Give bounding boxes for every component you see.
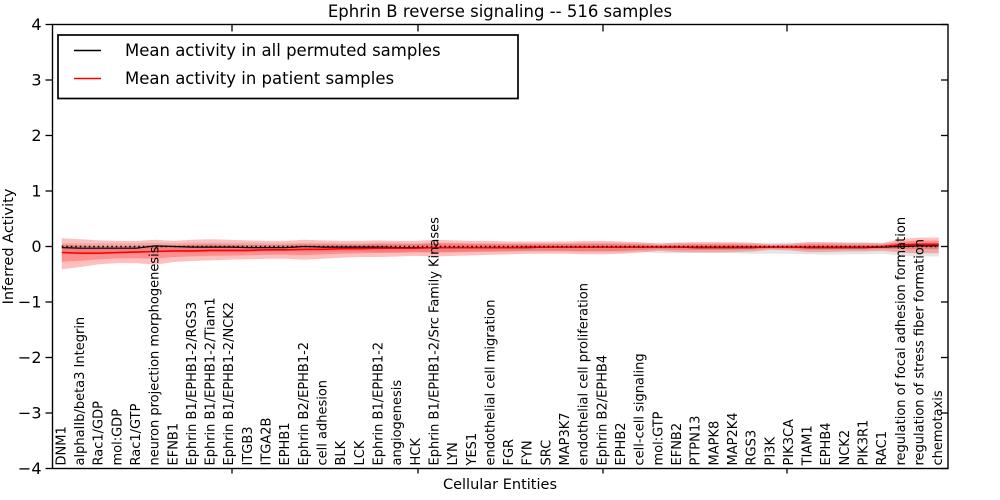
x-category-label: FYN: [521, 440, 536, 465]
x-category-label: NCK2: [838, 430, 853, 466]
plot-area: [61, 237, 939, 270]
x-category-label: HCK: [409, 438, 424, 466]
tick-layer: −4 −3 −2 −1 0 1 2 3 4 DNM1 alphaIIb/beta3 Integrin…: [18, 15, 948, 478]
chart-title: Ephrin B reverse signaling -- 516 sample…: [328, 2, 672, 21]
x-category-label: MAP2K4: [726, 412, 741, 465]
x-category-label: MAPK8: [707, 421, 722, 466]
x-category-label: ITGB3: [241, 426, 256, 465]
x-category-label: cell adhesion: [316, 380, 331, 466]
x-category-label: mol:GTP: [651, 411, 666, 465]
x-category-label: EFNB1: [166, 423, 181, 466]
legend-box: [57, 34, 519, 100]
x-category-label: Ephrin B1/EPHB1-2/Tiam1: [204, 297, 219, 465]
x-category-label: LYN: [446, 442, 461, 465]
x-category-label: PIK3R1: [857, 420, 872, 466]
y-tick-label: 3: [31, 71, 41, 90]
y-tick-label: −2: [18, 348, 42, 367]
x-category-label: EPHB2: [614, 422, 629, 465]
x-category-label: mol:GDP: [110, 409, 125, 466]
y-tick-label: 0: [31, 237, 41, 256]
x-category-label: endothelial cell proliferation: [577, 283, 592, 466]
x-category-label: ITGA2B: [260, 418, 275, 466]
x-category-label: Ephrin B1/EPHB1-2/Src Family Kinases: [428, 217, 443, 466]
x-category-label: DNM1: [54, 426, 69, 465]
x-category-label: cell-cell signaling: [633, 353, 648, 465]
x-category-label: PTPN13: [689, 416, 704, 466]
y-tick-label: 2: [31, 126, 41, 145]
x-category-label: endothelial cell migration: [483, 300, 498, 466]
x-category-label: RAC1: [875, 431, 890, 466]
x-axis-label: Cellular Entities: [443, 477, 557, 493]
x-category-label: Ephrin B2/EPHB4: [595, 355, 610, 466]
y-tick-label: 1: [31, 182, 41, 201]
x-category-label: BLK: [334, 440, 349, 465]
x-category-label: FGR: [502, 439, 517, 466]
x-category-label: Rac1/GDP: [92, 401, 107, 466]
x-category-label: PIK3CA: [782, 419, 797, 466]
x-category-label: LCK: [353, 440, 368, 465]
x-category-label: MAP3K7: [558, 412, 573, 465]
x-category-label: Ephrin B1/EPHB1-2/RGS3: [185, 302, 200, 466]
y-tick-label: −3: [18, 404, 42, 423]
x-category-label: TIAM1: [801, 425, 816, 466]
x-category-label: Ephrin B2/EPHB1-2: [297, 342, 312, 466]
x-category-label: regulation of focal adhesion formation: [894, 217, 909, 466]
x-category-label: Ephrin B1/EPHB1-2/NCK2: [222, 302, 237, 466]
x-category-label: regulation of stress fiber formation: [913, 239, 928, 466]
x-category-label: alphaIIb/beta3 Integrin: [73, 317, 88, 466]
y-tick-label: −1: [18, 293, 42, 312]
legend: Mean activity in all permuted samples Me…: [57, 34, 519, 100]
x-category-label: YES1: [465, 433, 480, 467]
legend-label-permuted: Mean activity in all permuted samples: [125, 41, 441, 60]
x-category-label: PI3K: [763, 437, 778, 466]
x-category-label: neuron projection morphogenesis: [148, 246, 163, 465]
x-category-label: Ephrin B1/EPHB1-2: [372, 342, 387, 466]
x-category-label: EFNB2: [670, 423, 685, 466]
x-category-label: SRC: [539, 440, 554, 466]
x-category-label: angiogenesis: [390, 380, 405, 466]
band-patient-spread-band: [61, 237, 939, 270]
x-category-label: Rac1/GTP: [129, 403, 144, 465]
y-tick-label: 4: [31, 15, 41, 34]
x-category-label: chemotaxis: [931, 390, 946, 465]
x-category-label: EPHB4: [819, 422, 834, 465]
legend-label-patient: Mean activity in patient samples: [125, 69, 394, 88]
x-category-label: RGS3: [745, 430, 760, 466]
y-axis-label: Inferred Activity: [1, 188, 17, 304]
series-line-solid-ff0000: [61, 243, 939, 254]
y-tick-label: −4: [18, 459, 42, 478]
x-category-label: EPHB1: [278, 422, 293, 465]
